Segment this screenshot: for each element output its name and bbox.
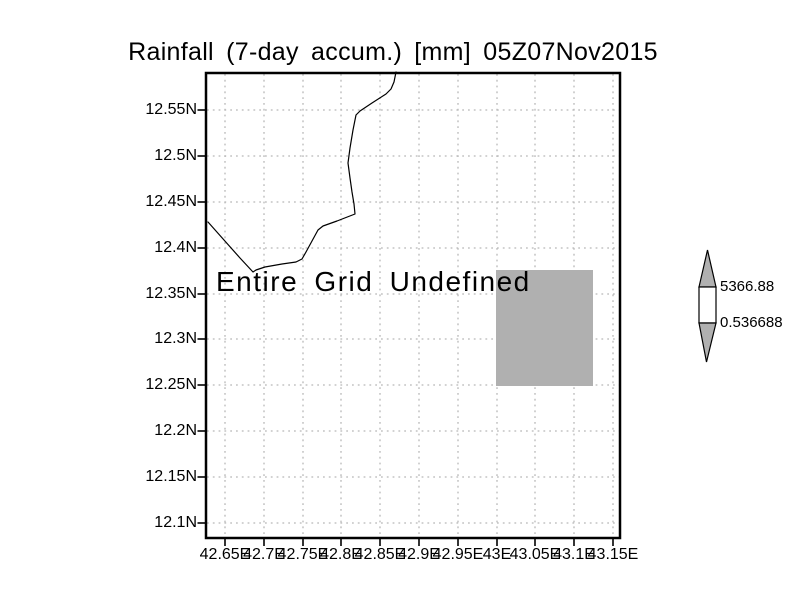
plot-border — [204, 71, 622, 540]
x-axis-label: 43.1E — [553, 546, 595, 563]
colorbar-body — [698, 286, 717, 324]
colorbar-max-label: 5366.88 — [720, 278, 775, 295]
x-axis-label: 42.8E — [320, 546, 362, 563]
y-axis-label: 12.3N — [154, 330, 197, 347]
undefined-grid-message: Entire Grid Undefined — [216, 266, 531, 297]
y-axis-label: 12.15N — [145, 468, 197, 485]
y-axis-label: 12.5N — [154, 147, 197, 164]
x-axis-label: 42.7E — [243, 546, 285, 563]
colorbar-lower-arrow — [698, 322, 717, 363]
x-axis-label: 42.65E — [199, 546, 251, 563]
plot-title: Rainfall (7-day accum.) [mm] 05Z07Nov201… — [128, 38, 658, 66]
x-axis-label: 43.05E — [509, 546, 561, 563]
shaded-region — [496, 270, 593, 386]
y-axis-label: 12.45N — [145, 193, 197, 210]
y-axis-label: 12.25N — [145, 376, 197, 393]
colorbar-min-label: 0.536688 — [720, 314, 783, 331]
x-axis-label: 43E — [482, 546, 512, 563]
coastline — [207, 71, 397, 273]
y-axis-label: 12.4N — [154, 239, 197, 256]
colorbar — [698, 249, 717, 363]
y-axis-label: 12.55N — [145, 101, 197, 118]
x-axis-label: 43.15E — [587, 546, 639, 563]
axis-ticks — [197, 109, 614, 546]
x-axis-label: 42.9E — [398, 546, 440, 563]
y-axis-label: 12.2N — [154, 422, 197, 439]
x-axis-label: 42.95E — [432, 546, 484, 563]
colorbar-upper-arrow — [698, 249, 717, 288]
y-axis-label: 12.35N — [145, 285, 197, 302]
x-axis-label: 42.75E — [277, 546, 329, 563]
y-axis-label: 12.1N — [154, 514, 197, 531]
x-axis-label: 42.85E — [354, 546, 406, 563]
